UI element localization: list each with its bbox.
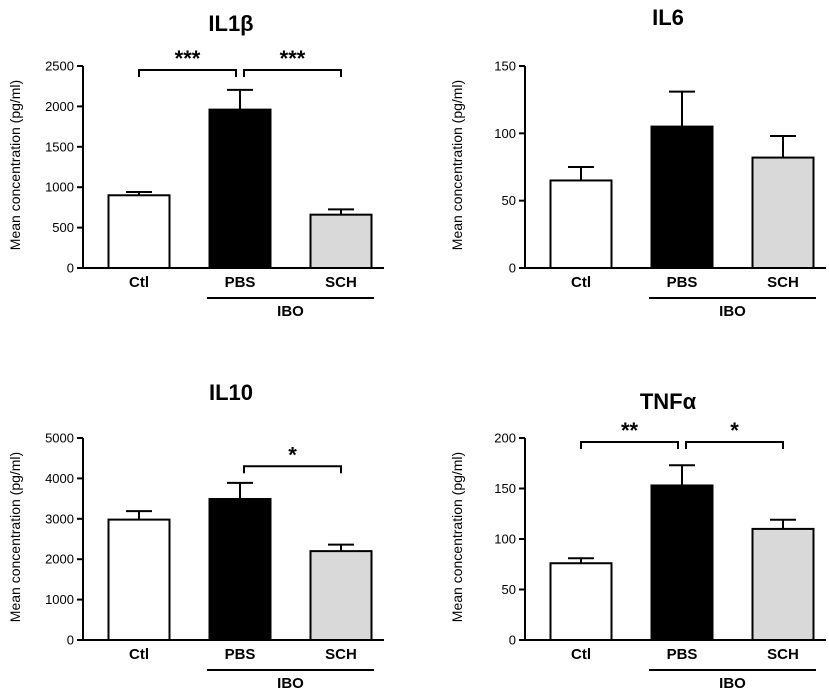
- x-category-label: Ctl: [129, 274, 149, 291]
- chart-title: IL1β: [208, 11, 253, 36]
- x-category-label: Ctl: [571, 646, 591, 663]
- bar-ctl: [549, 179, 613, 269]
- bar-sch: [309, 550, 373, 641]
- x-category-label: PBS: [225, 646, 256, 663]
- x-category-label: Ctl: [571, 274, 591, 291]
- group-label: IBO: [277, 303, 304, 320]
- y-tick-label: 200: [494, 431, 516, 446]
- bar-sch: [751, 527, 815, 642]
- significance-stars: *: [288, 442, 297, 467]
- y-tick-label: 0: [67, 261, 74, 276]
- y-tick-label: 500: [52, 220, 74, 235]
- bar-pbs: [650, 125, 714, 269]
- y-axis-label: Mean concentration (pg/ml): [449, 452, 465, 622]
- significance-stars: ***: [175, 46, 201, 71]
- x-category-label: PBS: [667, 646, 698, 663]
- y-tick-label: 3000: [45, 511, 74, 526]
- y-tick-label: 2000: [45, 99, 74, 114]
- y-tick-label: 2500: [45, 59, 74, 74]
- significance-stars: **: [621, 418, 639, 443]
- y-tick-label: 2000: [45, 552, 74, 567]
- bar-ctl: [107, 194, 171, 269]
- chart-title: IL10: [209, 380, 253, 405]
- y-tick-label: 5000: [45, 431, 74, 446]
- chart-panel-3: IL10 Mean concentration (pg/ml) 0 1000 2000 3…: [7, 380, 384, 692]
- y-tick-label: 1000: [45, 592, 74, 607]
- x-category-label: SCH: [325, 646, 357, 663]
- group-label: IBO: [719, 303, 746, 320]
- y-tick-label: 150: [494, 481, 516, 496]
- y-tick-label: 1500: [45, 139, 74, 154]
- y-tick-label: 100: [494, 126, 516, 141]
- x-category-label: SCH: [767, 646, 799, 663]
- chart-panel-2: IL6 Mean concentration (pg/ml) 0 50 100 150 Ct…: [449, 5, 826, 320]
- y-axis-label: Mean concentration (pg/ml): [7, 80, 23, 250]
- significance-bracket: [243, 465, 342, 474]
- y-tick-label: 100: [494, 532, 516, 547]
- group-label: IBO: [719, 675, 746, 692]
- x-category-label: PBS: [225, 274, 256, 291]
- bar-ctl: [107, 518, 171, 641]
- significance-bracket: [138, 69, 237, 78]
- significance-stars: ***: [280, 46, 306, 71]
- bar-sch: [309, 213, 373, 269]
- y-tick-label: 50: [502, 193, 516, 208]
- chart-panel-1: IL1β Mean concentration (pg/ml) 0 500 1000 15…: [7, 11, 384, 320]
- bar-sch: [751, 156, 815, 269]
- bar-pbs: [208, 108, 272, 269]
- bar-pbs: [650, 484, 714, 641]
- y-tick-label: 0: [67, 633, 74, 648]
- y-tick-label: 1000: [45, 180, 74, 195]
- y-tick-label: 50: [502, 582, 516, 597]
- significance-stars: *: [730, 418, 739, 443]
- y-tick-label: 0: [509, 633, 516, 648]
- x-category-label: SCH: [325, 274, 357, 291]
- significance-bracket: [685, 441, 784, 450]
- y-axis-label: Mean concentration (pg/ml): [7, 452, 23, 622]
- y-tick-label: 0: [509, 261, 516, 276]
- x-category-label: SCH: [767, 274, 799, 291]
- significance-bracket: [243, 69, 342, 78]
- bar-pbs: [208, 498, 272, 641]
- y-axis-label: Mean concentration (pg/ml): [449, 80, 465, 250]
- group-label: IBO: [277, 675, 304, 692]
- bar-ctl: [549, 562, 613, 641]
- chart-title: TNFα: [640, 389, 697, 414]
- chart-panel-4: TNFα Mean concentration (pg/ml) 0 50 100 150 2…: [449, 389, 826, 692]
- y-tick-label: 4000: [45, 471, 74, 486]
- y-tick-label: 150: [494, 59, 516, 74]
- x-category-label: Ctl: [129, 646, 149, 663]
- chart-title: IL6: [652, 5, 684, 30]
- significance-bracket: [580, 441, 679, 450]
- x-category-label: PBS: [667, 274, 698, 291]
